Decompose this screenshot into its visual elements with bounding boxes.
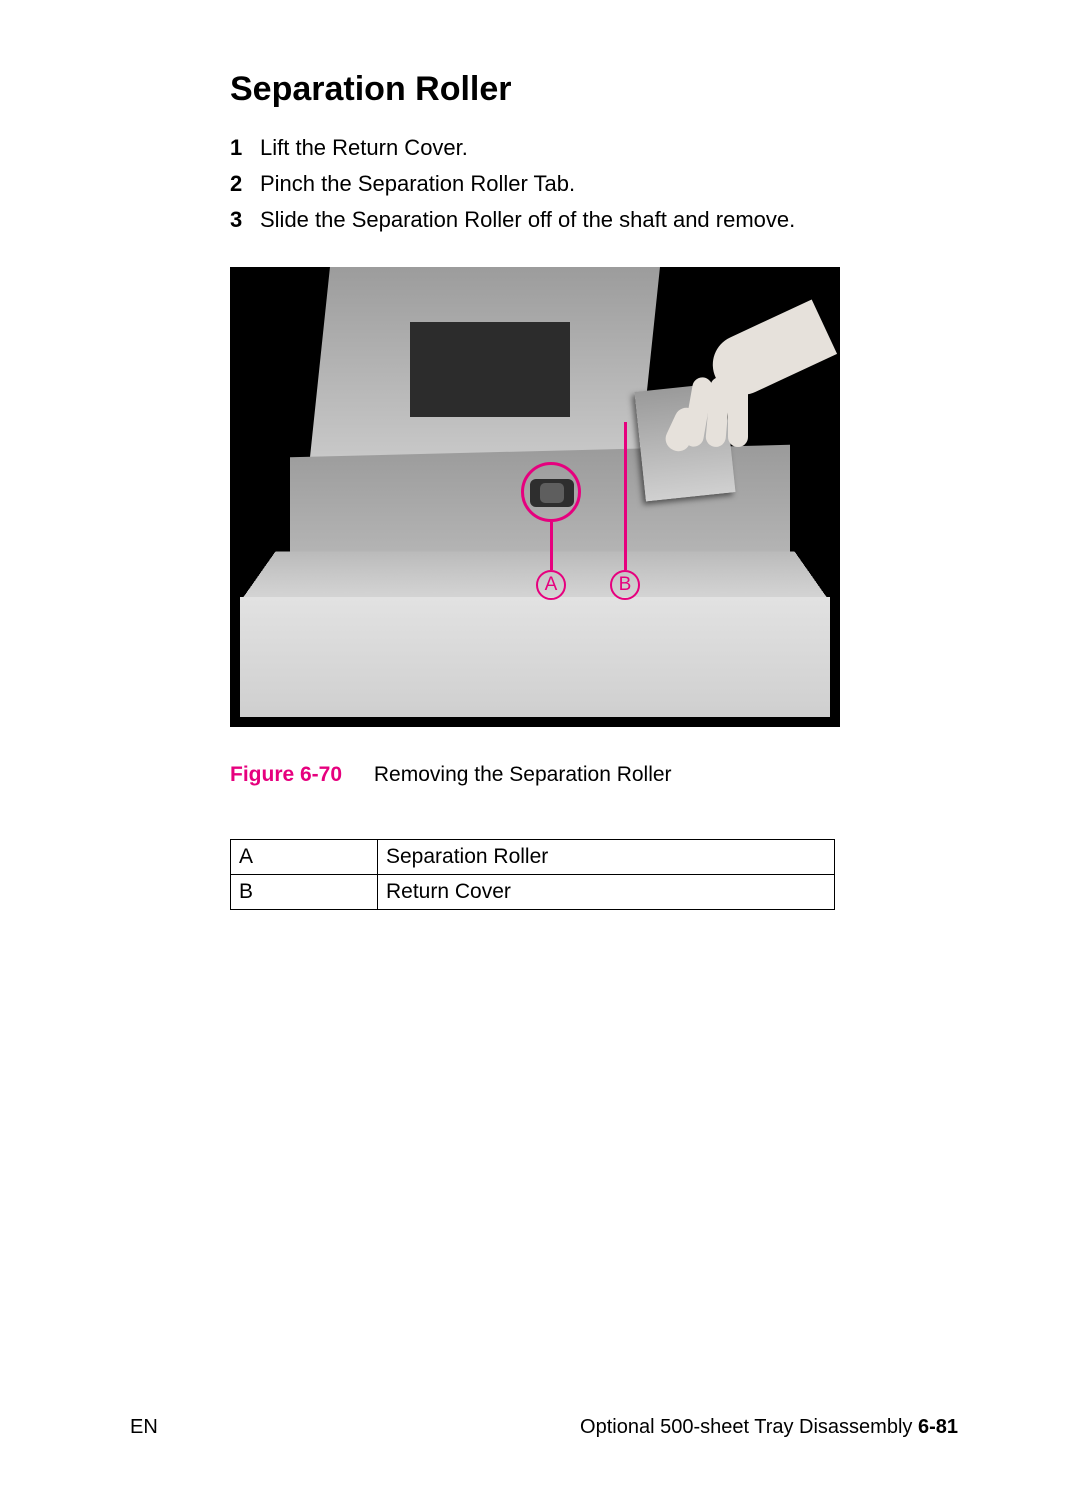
footer-left: EN	[130, 1416, 158, 1439]
legend-value: Return Cover	[378, 875, 835, 910]
step-item: 1 Lift the Return Cover.	[230, 131, 960, 165]
finger	[728, 377, 748, 447]
figure-image: A B	[230, 267, 840, 727]
figure: A B Figure 6-70 Removing the Separation …	[230, 267, 960, 787]
table-row: A Separation Roller	[231, 840, 835, 875]
footer-right: Optional 500-sheet Tray Disassembly 6-81	[580, 1416, 958, 1439]
section-title: Separation Roller	[230, 70, 960, 109]
hand	[660, 322, 810, 492]
step-item: 3 Slide the Separation Roller off of the…	[230, 203, 960, 237]
step-number: 1	[230, 131, 260, 165]
legend-key: A	[231, 840, 378, 875]
step-number: 2	[230, 167, 260, 201]
figure-caption: Figure 6-70 Removing the Separation Roll…	[230, 763, 960, 787]
legend-value: Separation Roller	[378, 840, 835, 875]
tray-front-panel	[240, 597, 830, 717]
footer-section-title: Optional 500-sheet Tray Disassembly	[580, 1416, 912, 1438]
footer-page-number: 6-81	[918, 1416, 958, 1438]
page-footer: EN Optional 500-sheet Tray Disassembly 6…	[0, 1416, 1080, 1439]
step-text: Slide the Separation Roller off of the s…	[260, 203, 960, 237]
table-row: B Return Cover	[231, 875, 835, 910]
document-page: Separation Roller 1 Lift the Return Cove…	[0, 0, 1080, 1495]
figure-caption-text: Removing the Separation Roller	[374, 763, 672, 786]
tray-top-surface	[240, 552, 830, 602]
step-item: 2 Pinch the Separation Roller Tab.	[230, 167, 960, 201]
printer-opening	[410, 322, 570, 417]
callout-line-b	[624, 422, 627, 570]
step-text: Pinch the Separation Roller Tab.	[260, 167, 960, 201]
callout-circle-a	[521, 462, 581, 522]
step-text: Lift the Return Cover.	[260, 131, 960, 165]
step-number: 3	[230, 203, 260, 237]
figure-label: Figure 6-70	[230, 763, 342, 786]
legend-table: A Separation Roller B Return Cover	[230, 839, 835, 910]
legend-key: B	[231, 875, 378, 910]
step-list: 1 Lift the Return Cover. 2 Pinch the Sep…	[230, 131, 960, 237]
callout-line-a	[550, 522, 553, 570]
